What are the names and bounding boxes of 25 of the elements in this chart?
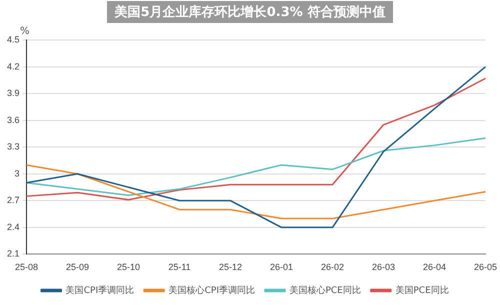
y-tick-label: 3.9 bbox=[6, 88, 20, 98]
x-tick-label: 25-11 bbox=[168, 262, 191, 272]
y-tick-label: 2.7 bbox=[6, 195, 20, 206]
x-tick-label: 26-02 bbox=[320, 262, 344, 272]
y-tick-label: 4.5 bbox=[6, 34, 20, 44]
legend-label: 美国CPI季调同比 bbox=[66, 284, 134, 296]
chart-title: 美国5月企业库存环比增长0.3% 符合预测中值 bbox=[106, 1, 394, 23]
x-tick-label: 26-04 bbox=[422, 262, 446, 272]
x-tick-label: 25-10 bbox=[116, 262, 140, 272]
x-tick-label: 25-12 bbox=[218, 262, 242, 272]
y-tick-label: 3.3 bbox=[6, 142, 20, 152]
y-tick-label: 3.6 bbox=[6, 114, 20, 125]
x-tick-label: 25-08 bbox=[14, 262, 38, 272]
x-tick-label: 26-03 bbox=[372, 262, 396, 272]
legend-label: 美国PCE同比 bbox=[395, 284, 449, 296]
y-tick-label: 3 bbox=[14, 168, 20, 178]
y-tick-label: 4.2 bbox=[6, 61, 20, 72]
x-tick-label: 25-09 bbox=[66, 262, 90, 272]
legend-label: 美国核心PCE同比 bbox=[289, 284, 361, 296]
legend-label: 美国核心CPI季调同比 bbox=[168, 284, 255, 296]
y-tick-label: 2.4 bbox=[6, 222, 20, 232]
y-axis-title: % bbox=[20, 25, 31, 39]
x-tick-label: 26-01 bbox=[270, 262, 294, 272]
x-tick-label: 26-05 bbox=[474, 262, 498, 272]
y-tick-label: 2.1 bbox=[6, 248, 20, 259]
